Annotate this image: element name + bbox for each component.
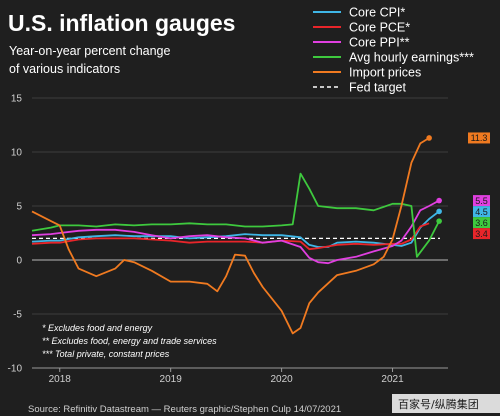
legend-entry-0: Core CPI*: [349, 6, 405, 20]
series-line-3: [31, 172, 440, 258]
end-label-box-2: [473, 195, 490, 207]
end-label-3: 3.6: [475, 218, 488, 228]
grid-layer: -10 -5 0 5 10 15 2018 2019 2020 2021: [8, 94, 448, 385]
legend-entry-4: Import prices: [349, 66, 421, 80]
y-tick-label: 5: [16, 202, 22, 213]
watermark: 百家号/纵腾集团: [398, 397, 479, 411]
series-end-marker-2: [436, 197, 442, 204]
x-tick-label: 2018: [49, 374, 72, 385]
legend: Core CPI*Core PCE*Core PPI**Avg hourly e…: [313, 6, 474, 95]
source-bar: [0, 396, 500, 416]
end-label-box-0: [473, 206, 490, 218]
x-tick-label: 2019: [160, 374, 183, 385]
y-tick-label: -10: [8, 364, 23, 375]
y-tick-label: -5: [13, 310, 22, 321]
legend-entry-3: Avg hourly earnings***: [349, 51, 474, 65]
series-end-marker-3: [436, 218, 442, 224]
series-layer: [31, 135, 442, 335]
x-tick-label: 2020: [270, 374, 293, 385]
footnote-2: ** Excludes food, energy and trade servi…: [42, 336, 217, 346]
x-tick-label: 2021: [381, 374, 404, 385]
series-line-2: [31, 199, 440, 265]
end-label-box-3: [473, 217, 490, 229]
footnote-1: * Excludes food and energy: [42, 323, 153, 333]
legend-entry-1: Core PCE*: [349, 21, 410, 35]
chart-subtitle-line1: Year-on-year percent change: [9, 44, 170, 58]
series-end-marker-4: [426, 135, 432, 141]
end-label-2: 5.5: [475, 196, 488, 206]
chart-title: U.S. inflation gauges: [8, 10, 235, 36]
end-label-1: 3.4: [475, 229, 488, 239]
end-label-box-1: [473, 228, 490, 240]
chart-subtitle-line2: of various indicators: [9, 62, 120, 76]
legend-entry-2: Core PPI**: [349, 36, 410, 50]
y-tick-label: 0: [16, 256, 22, 267]
legend-entry-fed-target: Fed target: [349, 81, 407, 95]
y-tick-label: 10: [11, 148, 23, 159]
footnote-3: *** Total private, constant prices: [42, 349, 170, 359]
series-line-0: [31, 210, 440, 248]
series-line-4: [31, 137, 430, 335]
source-note: Source: Refinitiv Datastream — Reuters g…: [28, 404, 341, 415]
end-label-0: 4.5: [475, 207, 488, 217]
end-label-layer: 11.3 5.54.53.63.4: [468, 132, 490, 240]
watermark-bg: [392, 394, 500, 413]
end-label-4: 11.3: [471, 133, 488, 143]
y-tick-label: 15: [11, 94, 23, 105]
series-end-marker-0: [436, 208, 442, 215]
end-label-box-4: [468, 132, 490, 144]
footnotes: * Excludes food and energy ** Excludes f…: [42, 323, 217, 359]
